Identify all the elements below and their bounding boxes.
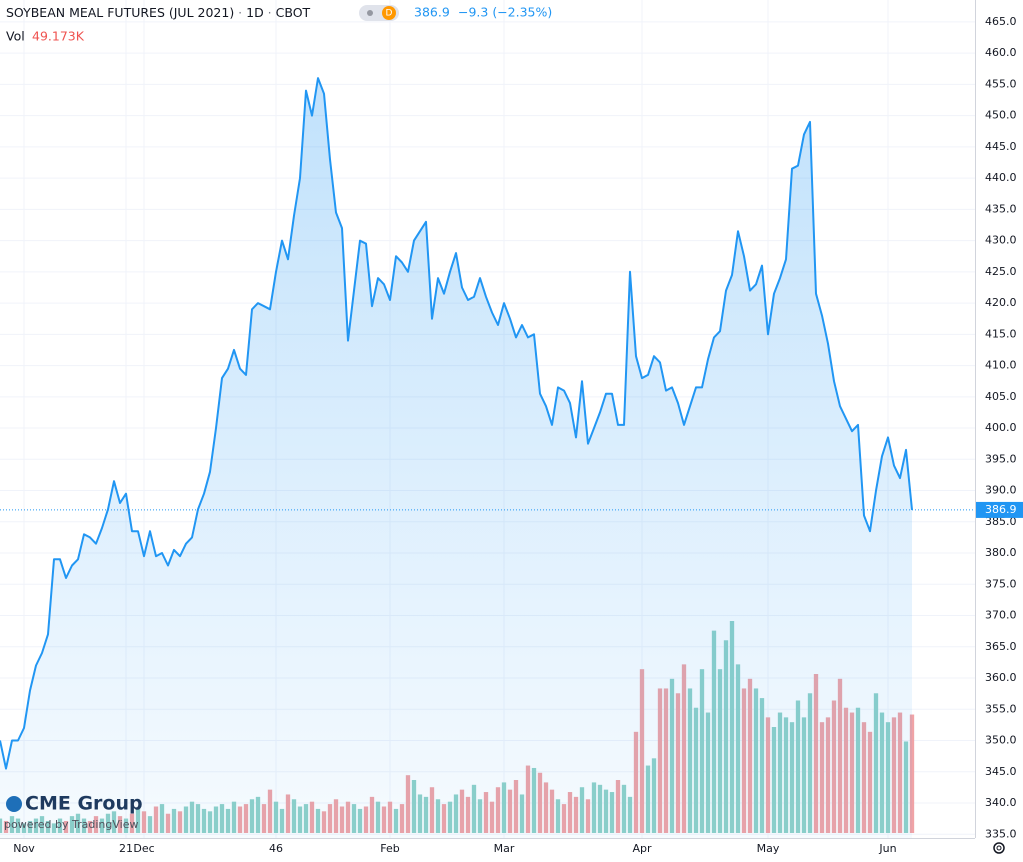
exchange: CBOT [276,5,311,20]
title: SOYBEAN MEAL FUTURES (JUL 2021) [6,5,234,20]
symbol-title: SOYBEAN MEAL FUTURES (JUL 2021) · 1D · C… [6,5,311,20]
y-tick-label: 345.0 [985,765,1017,778]
y-tick-label: 435.0 [985,202,1017,215]
brand-icon [6,796,22,812]
volume-value: 49.173K [32,29,85,44]
last-price-label: 386.9 [985,503,1017,516]
y-tick-label: 385.0 [985,515,1017,528]
x-tick-label: Dec [133,842,154,855]
y-tick-label: 380.0 [985,546,1017,559]
y-tick-label: 395.0 [985,452,1017,465]
y-tick-label: 335.0 [985,827,1017,840]
y-tick-label: 445.0 [985,140,1017,153]
x-tick-label: Nov [13,842,35,855]
gear-hub[interactable] [996,845,1002,851]
brand: CME Group [25,793,143,815]
y-tick-label: 340.0 [985,796,1017,809]
y-tick-label: 350.0 [985,734,1017,747]
last-price: 386.9 [414,5,450,20]
interval: 1D [246,5,264,20]
branding: CME Group powered by TradingView [4,793,143,832]
y-tick-label: 400.0 [985,421,1017,434]
y-tick-label: 465.0 [985,15,1017,28]
y-tick-label: 415.0 [985,327,1017,340]
badge-dot [367,10,373,16]
y-tick-label: 370.0 [985,609,1017,622]
x-tick-label: Mar [494,842,515,855]
y-tick-label: 450.0 [985,109,1017,122]
y-tick-label: 440.0 [985,171,1017,184]
price-pane [0,77,975,839]
badge-circle [382,6,396,20]
volume-title: Vol [6,29,25,44]
x-tick-label: Feb [380,842,399,855]
y-tick-label: 365.0 [985,640,1017,653]
y-tick-label: 425.0 [985,265,1017,278]
powered-by: powered by TradingView [4,818,138,831]
y-tick-label: 390.0 [985,484,1017,497]
x-tick-label: Jun [878,842,896,855]
legend: SOYBEAN MEAL FUTURES (JUL 2021) · 1D · C… [6,5,552,44]
price-line [0,77,913,770]
y-tick-label: 375.0 [985,577,1017,590]
change: −9.3 (−2.35%) [458,5,552,20]
y-tick-label: 430.0 [985,234,1017,247]
y-tick-label: 405.0 [985,390,1017,403]
x-tick-label: Apr [632,842,652,855]
last-price-box [976,501,1023,518]
y-tick-label: 460.0 [985,46,1017,59]
y-tick-label: 355.0 [985,702,1017,715]
price-area [0,78,912,839]
badge: D [386,9,393,19]
axes: 335.0 340.0 345.0 350.0 355.0 360.0 365.0 370.0… [13,15,1023,855]
y-tick-label: 455.0 [985,77,1017,90]
x-tick-label: 21 [119,842,133,855]
y-tick-label: 360.0 [985,671,1017,684]
x-tick-label: May [757,842,780,855]
x-tick-label: 46 [269,842,283,855]
y-tick-label: 410.0 [985,359,1017,372]
gear[interactable] [993,842,1005,854]
y-tick-label: 420.0 [985,296,1017,309]
settings-icon[interactable] [993,842,1005,854]
